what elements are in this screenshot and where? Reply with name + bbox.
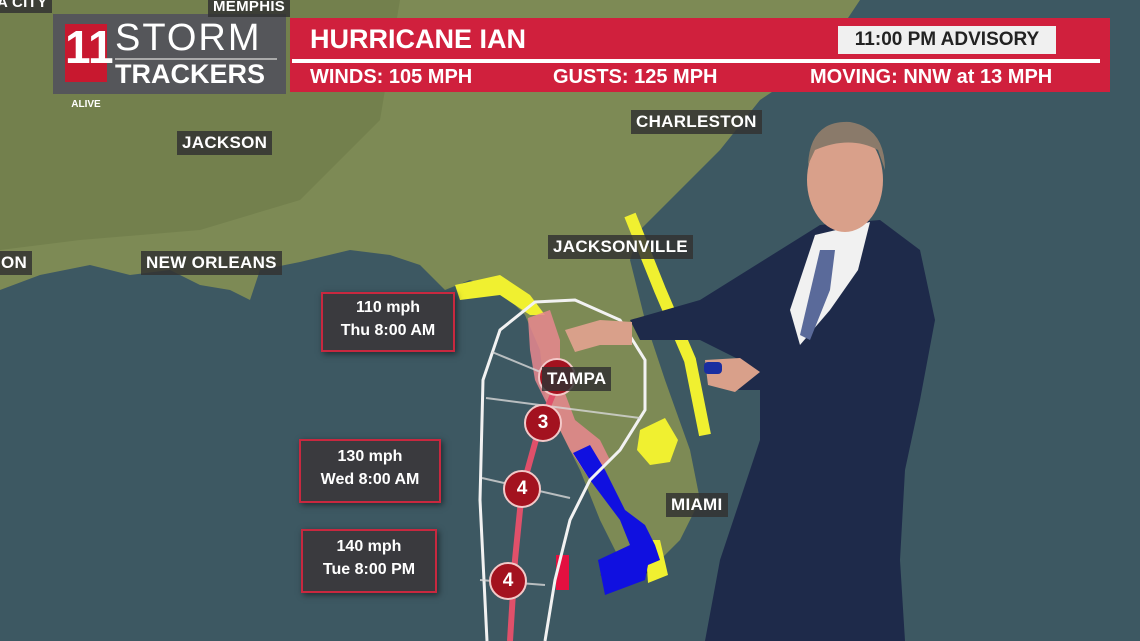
city-label-top-left: A CITY <box>0 0 53 13</box>
city-label-charleston: CHARLESTON <box>631 110 762 134</box>
forecast-time: Wed 8:00 AM <box>320 471 420 488</box>
city-label-miami: MIAMI <box>666 493 728 517</box>
gusts-stat: GUSTS: 125 MPH <box>553 66 718 88</box>
forecast-speed: 140 mph <box>336 538 402 555</box>
forecast-cone <box>478 298 647 641</box>
moving-stat: MOVING: NNW at 13 MPH <box>810 66 1053 88</box>
presenter-suit <box>630 220 935 641</box>
forecast-point-box: 110 mph Thu 8:00 AM <box>321 292 455 352</box>
presenter-hair <box>808 121 885 170</box>
hurricane-marker: 3 <box>524 404 562 442</box>
presenter-hand <box>565 320 632 352</box>
city-label-new-orleans: NEW ORLEANS <box>141 251 282 275</box>
city-label-tampa: TAMPA <box>542 367 612 391</box>
forecast-point-box: 140 mph Tue 8:00 PM <box>301 529 437 593</box>
advisory-time: 11:00 PM ADVISORY <box>838 26 1056 54</box>
banner-divider <box>292 59 1100 63</box>
hurricane-banner: HURRICANE IAN 11:00 PM ADVISORY WINDS: 1… <box>290 18 1110 92</box>
forecast-speed: 110 mph <box>355 299 421 316</box>
city-label-houston: ON <box>0 251 33 275</box>
city-label-memphis: MEMPHIS <box>208 0 291 17</box>
presenter <box>565 121 935 641</box>
forecast-speed: 130 mph <box>337 448 403 465</box>
forecast-point-box: 130 mph Wed 8:00 AM <box>299 439 441 503</box>
presenter-head <box>807 128 883 232</box>
city-label-jacksonville: JACKSONVILLE <box>548 235 693 259</box>
forecast-time: Tue 8:00 PM <box>322 561 416 578</box>
tropical-storm-watch-inland <box>637 418 678 465</box>
storm-title: HURRICANE IAN <box>310 24 526 54</box>
hurricane-marker: 4 <box>489 562 527 600</box>
logo-trackers: TRACKERS <box>115 59 266 89</box>
winds-stat: WINDS: 105 MPH <box>310 66 473 88</box>
forecast-time: Thu 8:00 AM <box>340 322 436 339</box>
city-label-jackson: JACKSON <box>177 131 273 155</box>
logo-divider <box>115 58 277 60</box>
hurricane-warning-zone <box>528 310 610 480</box>
logo-11: 11 <box>65 24 114 82</box>
storm-surge-warning <box>573 445 660 595</box>
tropical-storm-watch-gulf <box>455 275 545 315</box>
hurricane-marker: 4 <box>503 470 541 508</box>
clicker <box>704 362 722 374</box>
logo-alive: ALIVE <box>71 99 101 110</box>
storm-trackers-logo: 11 ALIVE STORM TRACKERS <box>53 14 286 110</box>
logo-storm: STORM <box>115 17 262 59</box>
presenter-tie <box>800 250 835 340</box>
